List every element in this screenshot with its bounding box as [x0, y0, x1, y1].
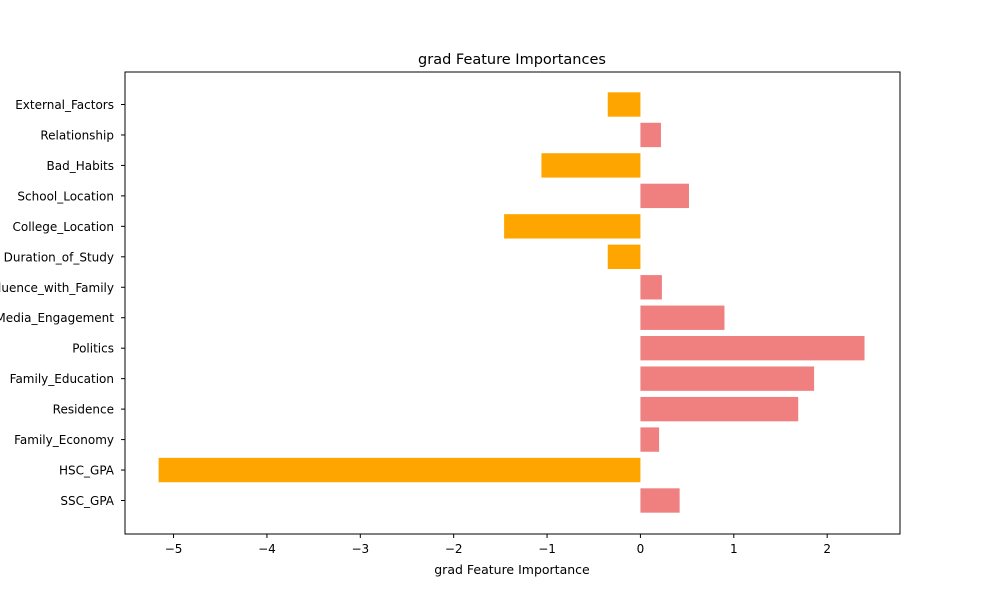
bar-relationship	[640, 122, 661, 148]
y-tick-label: Politics	[72, 342, 114, 356]
bar-bad-habits	[541, 153, 641, 178]
x-axis-label: grad Feature Importance	[434, 562, 590, 577]
y-tick-label: Family_Education	[10, 372, 114, 386]
y-tick-label: Bad_Habits	[47, 159, 115, 173]
bar-duration-of-study	[607, 244, 641, 269]
bar-politics	[640, 336, 865, 361]
bar-social-media-engagement	[640, 305, 725, 330]
y-tick-label: Relationship	[40, 128, 114, 142]
bar-college-location	[504, 214, 641, 239]
bar-social-influence-with-family	[640, 275, 662, 300]
y-tick-label: College_Location	[12, 220, 114, 234]
x-tick-label: 1	[730, 542, 738, 556]
bar-ssc-gpa	[640, 488, 680, 513]
x-tick-label: −2	[445, 542, 463, 556]
x-tick-label: −3	[351, 542, 369, 556]
y-tick-label: Duration_of_Study	[4, 250, 114, 264]
x-tick-label: 0	[637, 542, 645, 556]
x-axis: −5 −4 −3 −2 −1 0 1 2	[165, 534, 831, 556]
x-tick-label: 2	[823, 542, 831, 556]
plot-frame	[124, 71, 901, 535]
y-axis: SSC_GPA HSC_GPA Family_Economy Residence Fam…	[0, 98, 125, 508]
y-tick-label: SSC_GPA	[60, 494, 114, 508]
bar-hsc-gpa	[158, 457, 641, 483]
chart-title: grad Feature Importances	[418, 52, 606, 68]
y-tick-label: Family_Economy	[14, 433, 114, 447]
y-tick-label: School_Location	[17, 189, 114, 203]
bars-group	[158, 92, 865, 513]
x-tick-label: −1	[538, 542, 556, 556]
x-tick-label: −4	[258, 542, 276, 556]
y-tick-label: External_Factors	[15, 98, 114, 112]
bar-family-economy	[640, 427, 660, 452]
y-tick-label: HSC_GPA	[59, 464, 115, 478]
y-tick-label: Social_Influence_with_Family	[0, 281, 114, 295]
bar-external-factors	[607, 92, 641, 117]
y-tick-label: Residence	[53, 403, 114, 417]
bar-residence	[640, 396, 799, 422]
y-tick-label: Social_Media_Engagement	[0, 311, 114, 325]
bar-school-location	[640, 183, 689, 209]
bar-family-education	[640, 366, 815, 391]
x-tick-label: −5	[165, 542, 183, 556]
